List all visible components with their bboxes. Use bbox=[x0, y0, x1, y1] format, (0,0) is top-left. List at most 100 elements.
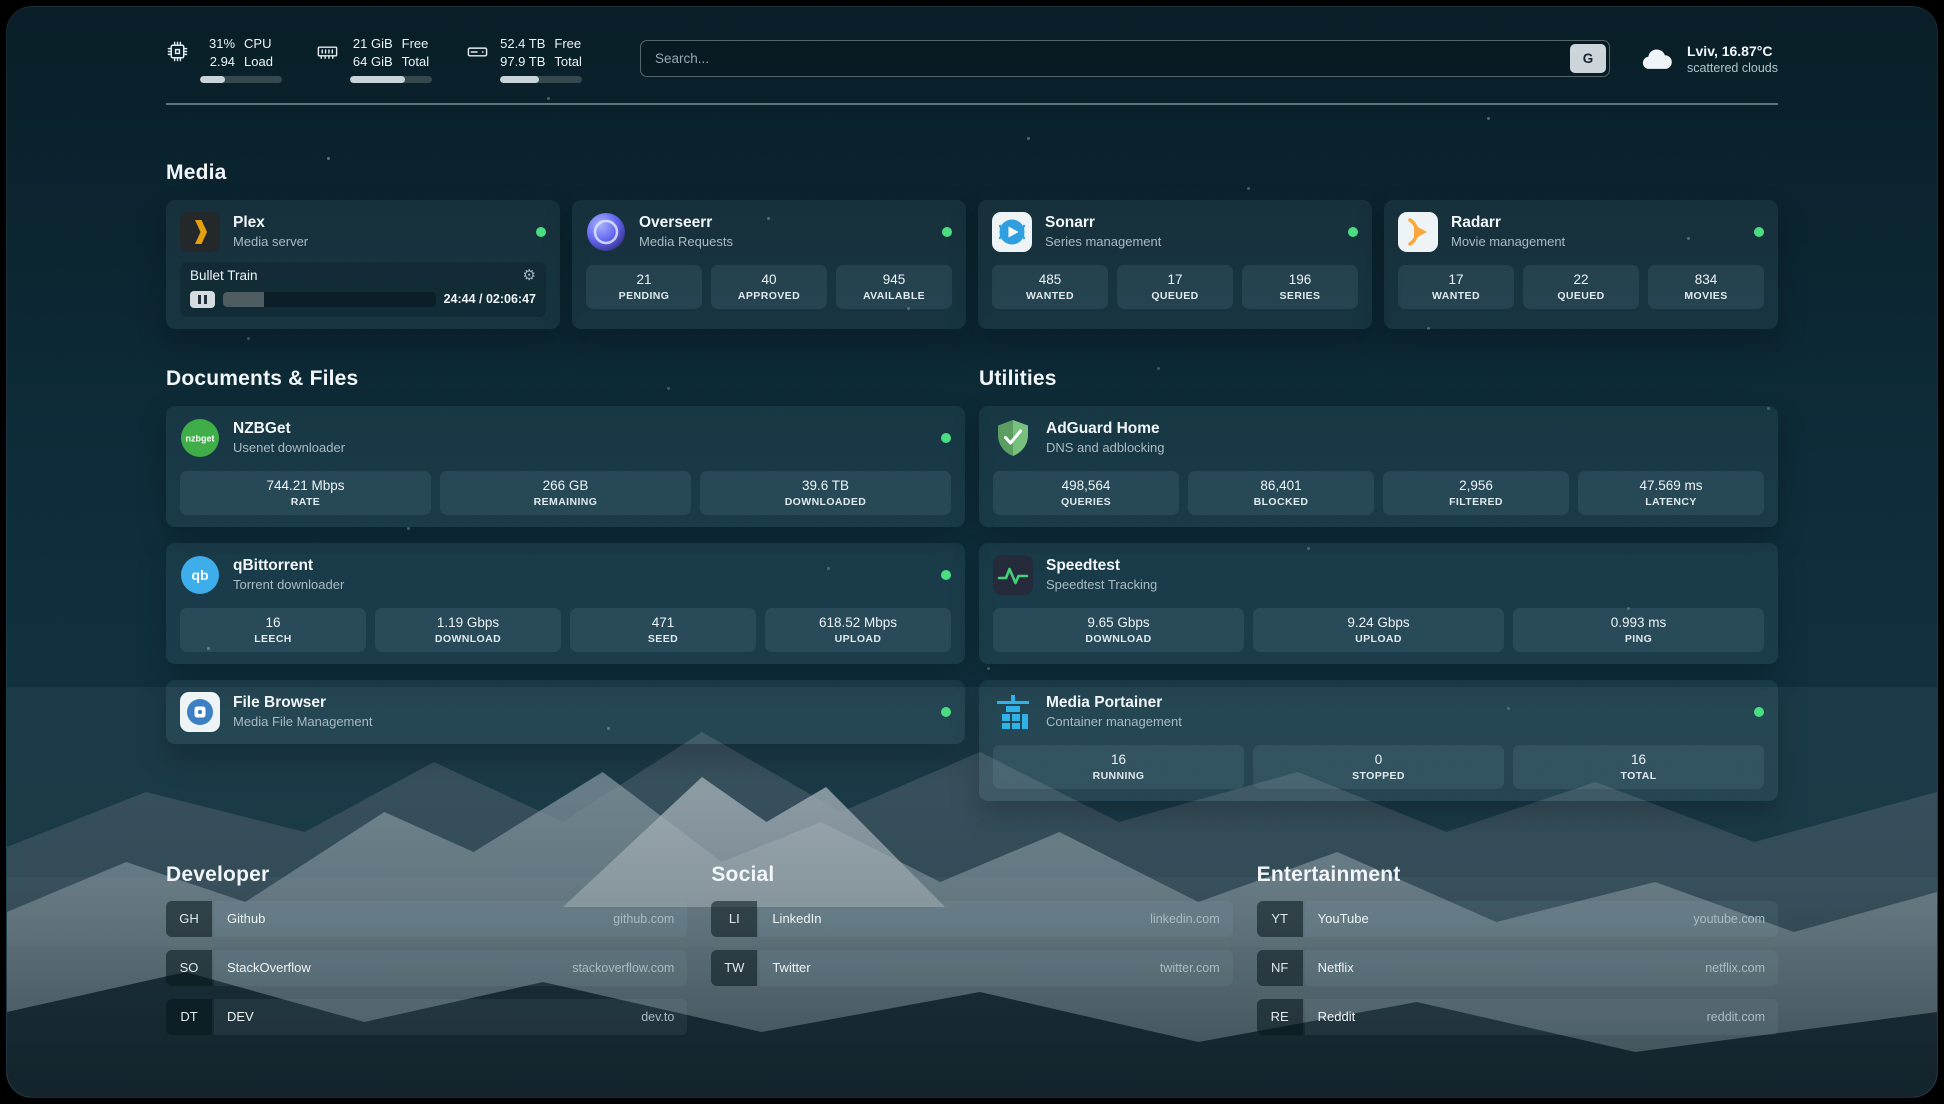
bookmark-dev[interactable]: DT DEV dev.to bbox=[166, 998, 688, 1035]
bookmark-twitter[interactable]: TW Twitter twitter.com bbox=[711, 949, 1233, 986]
playback-time: 24:44 / 02:06:47 bbox=[443, 292, 536, 307]
playback-progress-bar[interactable] bbox=[223, 291, 436, 307]
stat-value: 2,956 bbox=[1459, 477, 1493, 493]
service-card-filebrowser[interactable]: File Browser Media File Management bbox=[166, 679, 965, 744]
service-card-speedtest[interactable]: Speedtest Speedtest Tracking 9.65 Gbps DO… bbox=[979, 542, 1778, 664]
status-dot-online bbox=[536, 226, 546, 237]
gear-icon[interactable]: ⚙ bbox=[522, 266, 536, 284]
disk-usage-bar bbox=[500, 75, 582, 83]
service-card-qbittorrent[interactable]: qb qBittorrent Torrent downloader 16 LEEC… bbox=[166, 542, 965, 664]
search-provider-button[interactable]: G bbox=[1569, 44, 1606, 74]
disk-total-label: Total bbox=[554, 53, 582, 69]
stat-label: UPLOAD bbox=[834, 632, 882, 645]
service-description: Torrent downloader bbox=[233, 577, 345, 593]
cloud-icon bbox=[1640, 42, 1674, 76]
bookmark-linkedin[interactable]: LI LinkedIn linkedin.com bbox=[711, 900, 1233, 937]
stat-box: 196 SERIES bbox=[1242, 264, 1358, 309]
qbittorrent-icon: qb bbox=[180, 555, 220, 595]
service-card-plex[interactable]: Plex Media server Bullet Train ⚙ bbox=[166, 199, 560, 329]
svg-text:qb: qb bbox=[191, 567, 208, 583]
status-dot-online bbox=[941, 432, 951, 443]
memory-widget: 21 GiB Free 64 GiB Total bbox=[316, 35, 432, 83]
bookmark-abbr: NF bbox=[1256, 949, 1303, 986]
bookmark-reddit[interactable]: RE Reddit reddit.com bbox=[1256, 998, 1778, 1035]
weather-condition: scattered clouds bbox=[1686, 60, 1778, 75]
memory-usage-bar bbox=[350, 75, 432, 83]
stat-value: 22 bbox=[1573, 271, 1589, 287]
stat-box: 0 STOPPED bbox=[1253, 744, 1504, 789]
stat-label: SEED bbox=[647, 632, 679, 645]
stat-box: 744.21 Mbps RATE bbox=[180, 470, 431, 515]
bookmark-domain: dev.to bbox=[641, 1009, 675, 1024]
bookmark-name: Reddit bbox=[1317, 1009, 1356, 1025]
stat-label: PENDING bbox=[618, 289, 670, 302]
cpu-usage-bar bbox=[200, 75, 282, 83]
stat-value: 1.19 Gbps bbox=[436, 614, 500, 630]
bookmark-netflix[interactable]: NF Netflix netflix.com bbox=[1256, 949, 1778, 986]
section-title-developer: Developer bbox=[166, 862, 270, 886]
stat-label: REMAINING bbox=[533, 495, 598, 508]
service-description: Speedtest Tracking bbox=[1046, 577, 1158, 593]
stat-value: 16 bbox=[265, 614, 281, 630]
section-title-entertainment: Entertainment bbox=[1256, 862, 1401, 886]
stat-label: DOWNLOAD bbox=[434, 632, 502, 645]
service-card-adguard[interactable]: AdGuard Home DNS and adblocking 498,564 Q… bbox=[979, 405, 1778, 527]
stat-box: 16 TOTAL bbox=[1513, 744, 1764, 789]
bookmark-name: LinkedIn bbox=[772, 911, 822, 927]
service-card-overseerr[interactable]: Overseerr Media Requests 21 PENDING 40 APP… bbox=[572, 199, 966, 329]
service-card-nzbget[interactable]: nzbget NZBGet Usenet downloader 744.21 M… bbox=[166, 405, 965, 527]
bookmark-abbr: SO bbox=[166, 949, 212, 986]
bookmark-domain: github.com bbox=[613, 911, 675, 926]
stat-box: 834 MOVIES bbox=[1648, 264, 1764, 309]
bookmark-abbr: GH bbox=[166, 900, 212, 937]
status-dot-online bbox=[941, 569, 951, 580]
stat-box: 16 LEECH bbox=[180, 607, 366, 652]
service-card-radarr[interactable]: Radarr Movie management 17 WANTED 22 QUEUE… bbox=[1384, 199, 1778, 329]
section-title-files: Documents & Files bbox=[166, 366, 359, 390]
stat-label: FILTERED bbox=[1449, 495, 1503, 508]
stat-value: 471 bbox=[651, 614, 675, 630]
section-title-media: Media bbox=[166, 160, 227, 184]
service-name: Overseerr bbox=[639, 214, 713, 232]
bookmark-abbr: YT bbox=[1256, 900, 1303, 937]
service-card-sonarr[interactable]: Sonarr Series management 485 WANTED 17 QUE… bbox=[978, 199, 1372, 329]
stat-label: UPLOAD bbox=[1355, 632, 1402, 645]
weather-widget[interactable]: Lviv, 16.87°C scattered clouds bbox=[1640, 42, 1778, 76]
stat-value: 0.993 ms bbox=[1610, 614, 1667, 630]
bookmark-domain: reddit.com bbox=[1706, 1009, 1765, 1024]
stat-box: 266 GB REMAINING bbox=[440, 470, 691, 515]
service-name: Sonarr bbox=[1045, 214, 1095, 232]
cpu-icon bbox=[166, 40, 189, 63]
stat-box: 2,956 FILTERED bbox=[1383, 470, 1569, 515]
stat-label: QUERIES bbox=[1060, 495, 1112, 508]
bookmark-stackoverflow[interactable]: SO StackOverflow stackoverflow.com bbox=[166, 949, 688, 986]
pause-button[interactable] bbox=[190, 290, 215, 308]
service-name: Media Portainer bbox=[1046, 694, 1163, 712]
stat-value: 47.569 ms bbox=[1639, 477, 1703, 493]
overseerr-icon bbox=[586, 212, 626, 252]
svg-text:nzbget: nzbget bbox=[186, 433, 215, 443]
stat-label: QUEUED bbox=[1151, 289, 1199, 302]
bookmark-youtube[interactable]: YT YouTube youtube.com bbox=[1256, 900, 1778, 937]
header-divider bbox=[166, 102, 1778, 105]
stat-label: LATENCY bbox=[1645, 495, 1697, 508]
memory-total-value: 64 GiB bbox=[352, 53, 393, 69]
bookmark-name: StackOverflow bbox=[227, 960, 311, 976]
service-name: Speedtest bbox=[1046, 557, 1121, 575]
bookmark-domain: youtube.com bbox=[1693, 911, 1765, 926]
search-input[interactable] bbox=[644, 51, 1570, 67]
disk-icon bbox=[466, 40, 489, 63]
stat-box: 16 RUNNING bbox=[993, 744, 1244, 789]
bookmark-abbr: RE bbox=[1256, 998, 1303, 1035]
bookmarks-social: Social LI LinkedIn linkedin.com TW Twitte… bbox=[711, 863, 1233, 1035]
header-bar: 31% CPU 2.94 Load 21 bbox=[166, 35, 1778, 83]
section-utilities: Utilities AdGuard Home DNS and adblockin… bbox=[979, 367, 1778, 801]
stat-box: 86,401 BLOCKED bbox=[1188, 470, 1374, 515]
stat-box: 945 AVAILABLE bbox=[836, 264, 952, 309]
section-media: Media Plex Media server bbox=[166, 161, 1778, 329]
bookmark-name: YouTube bbox=[1317, 911, 1369, 927]
bookmark-github[interactable]: GH Github github.com bbox=[166, 900, 688, 937]
stat-value: 618.52 Mbps bbox=[818, 614, 898, 630]
stat-value: 0 bbox=[1374, 751, 1383, 767]
service-card-portainer[interactable]: Media Portainer Container management 16 R… bbox=[979, 679, 1778, 801]
